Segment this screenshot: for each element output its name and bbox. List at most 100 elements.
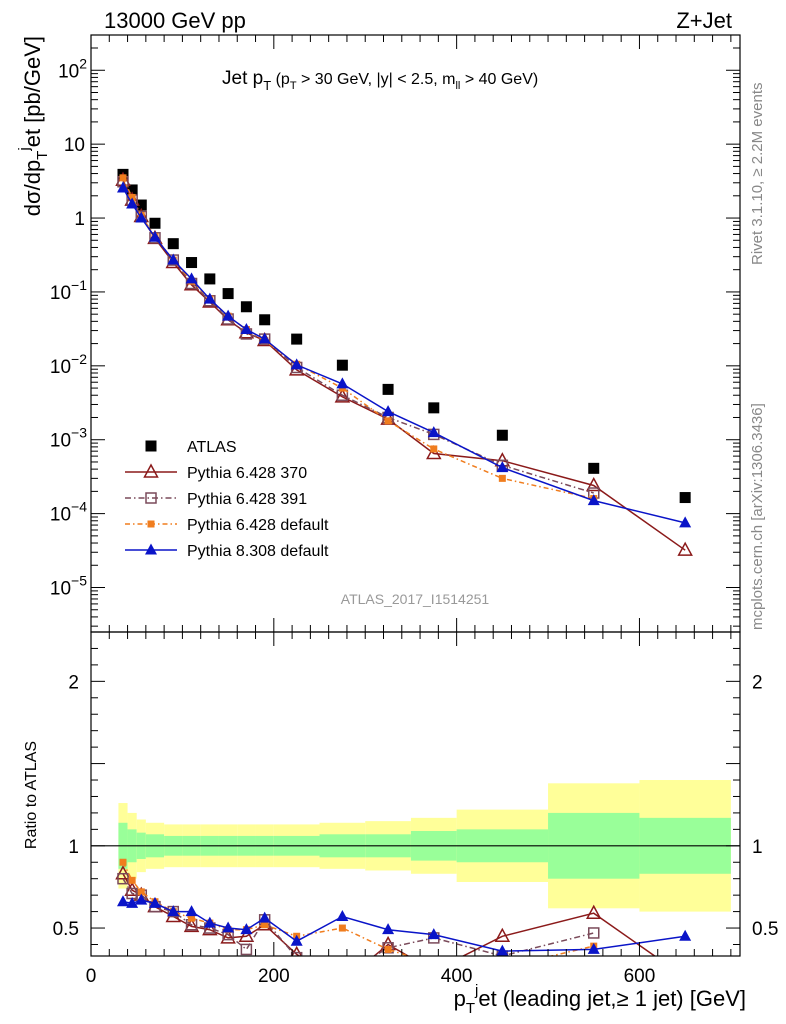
ratio-point (290, 934, 303, 946)
legend-marker (143, 463, 159, 478)
ratio-point (137, 888, 145, 896)
ratio-pythia-6-428-391 (117, 872, 600, 981)
data-point (116, 181, 129, 193)
data-point (222, 309, 235, 321)
ratio-point (427, 928, 440, 940)
data-point (128, 193, 136, 201)
series-line (122, 181, 594, 494)
data-point (588, 462, 600, 474)
ratio-point (220, 929, 236, 944)
x-ticks: 0 200 400 600 (86, 35, 732, 987)
ratio-point (336, 910, 349, 922)
y-tick-label: 10−5 (50, 573, 87, 600)
ratio-point (384, 945, 392, 953)
ratio-y-tick-label: 1 (68, 837, 79, 858)
ratio-point (128, 876, 136, 884)
ratio-point (585, 904, 602, 919)
main-y-axis-label: dσ/dpTjet [pb/GeV] (16, 36, 51, 216)
data-point (185, 272, 198, 284)
data-point (679, 492, 691, 504)
ratio-series (115, 858, 692, 981)
y-tick-label: 10−3 (50, 425, 87, 452)
ratio-y-tick-label: 0.5 (53, 919, 79, 940)
ratio-y-axis-label: Ratio to ATLAS (23, 741, 40, 849)
data-point (291, 333, 303, 345)
data-point (126, 197, 139, 209)
legend-marker (145, 440, 157, 452)
series-atlas (117, 168, 691, 504)
legend-item: Pythia 6.428 370 (125, 463, 307, 482)
data-point (222, 288, 234, 300)
ratio-point (258, 911, 271, 923)
legend-label: Pythia 6.428 370 (187, 465, 307, 482)
data-point (336, 359, 348, 371)
ratio-frame (90, 631, 741, 957)
ratio-point (203, 916, 216, 928)
legend-label: ATLAS (187, 439, 237, 456)
data-point (259, 314, 271, 326)
header-right: Z+Jet (676, 8, 732, 33)
ratio-point (494, 927, 511, 943)
data-point (382, 383, 394, 395)
data-point (126, 184, 138, 196)
ratio-point (126, 896, 139, 908)
chart-title: Jet pT (pT > 30 GeV, |y| < 2.5, mll > 40… (222, 68, 538, 93)
legend-item: ATLAS (145, 439, 237, 456)
ratio-point (117, 872, 129, 885)
ratio-point (167, 905, 180, 917)
x-tick-label: 200 (258, 966, 290, 987)
legend-label: Pythia 6.428 391 (187, 491, 307, 508)
legend-item: Pythia 6.428 default (125, 517, 329, 534)
data-point (167, 253, 180, 265)
data-point (585, 476, 602, 492)
ratio-point (188, 914, 196, 922)
data-point (204, 273, 216, 285)
ratio-point (240, 943, 253, 956)
data-point (135, 211, 148, 223)
data-point (679, 516, 692, 528)
data-point (290, 358, 303, 370)
y-tick-label: 10−4 (50, 499, 87, 526)
legend-marker (145, 492, 157, 504)
y-tick-label: 1 (74, 209, 85, 230)
y-tick-label: 10−1 (50, 277, 87, 304)
x-tick-label: 0 (86, 966, 97, 987)
ratio-point (290, 951, 303, 956)
ratio-point (337, 971, 347, 981)
data-point (382, 405, 395, 417)
ratio-point (587, 942, 600, 954)
legend-marker (145, 543, 157, 555)
ratio-y-tick-label-right: 2 (752, 672, 763, 693)
data-point (119, 174, 127, 182)
x-tick-label: 600 (624, 966, 656, 987)
ratio-y-tick-label-right: 0.5 (752, 919, 778, 940)
legend: ATLAS Pythia 6.428 370 Pythia 6.428 391 Pyt… (125, 439, 329, 560)
data-point (498, 474, 506, 482)
data-point (427, 426, 440, 438)
data-point (496, 461, 509, 473)
series-line (122, 177, 594, 500)
ratio-point (587, 927, 600, 939)
ratio-point (116, 895, 129, 907)
data-point (240, 301, 252, 313)
data-point (336, 377, 349, 389)
data-point (426, 444, 442, 460)
data-point (203, 292, 216, 304)
data-point (384, 417, 392, 425)
ratio-line (122, 861, 594, 956)
header-left: 13000 GeV pp (104, 8, 246, 33)
ratio-point (202, 921, 218, 936)
ratio-point (338, 924, 346, 932)
ratio-point (240, 923, 253, 935)
ratio-y-ticks: 0.5 0.5 1 1 2 2 (53, 647, 778, 945)
ratio-point (427, 964, 440, 976)
x-axis-label: pTjet (leading jet,≥ 1 jet) [GeV] (454, 982, 746, 1017)
ratio-point (185, 905, 198, 917)
series-pythia-8-308-default (116, 181, 692, 528)
data-point (167, 238, 179, 250)
ratio-point (183, 917, 200, 933)
ratio-point (222, 921, 235, 933)
data-point (258, 332, 271, 344)
ratio-line (122, 878, 594, 956)
